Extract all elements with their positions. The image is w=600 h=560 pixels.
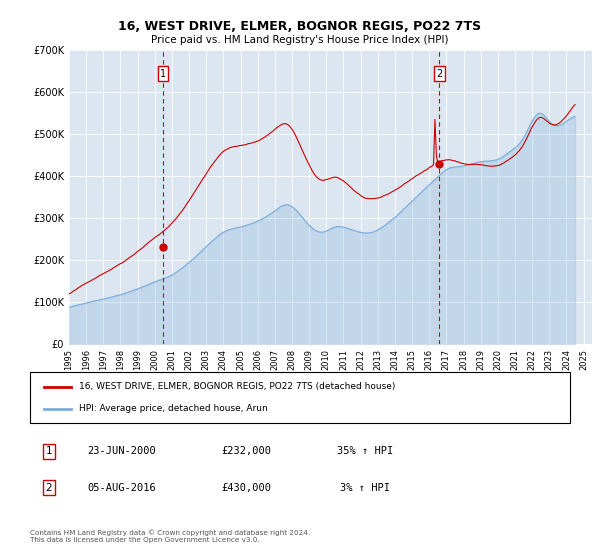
Text: 35% ↑ HPI: 35% ↑ HPI xyxy=(337,446,393,456)
Text: 2: 2 xyxy=(436,69,442,79)
Text: £430,000: £430,000 xyxy=(221,483,271,493)
Text: £232,000: £232,000 xyxy=(221,446,271,456)
Text: 16, WEST DRIVE, ELMER, BOGNOR REGIS, PO22 7TS: 16, WEST DRIVE, ELMER, BOGNOR REGIS, PO2… xyxy=(118,20,482,32)
Text: 05-AUG-2016: 05-AUG-2016 xyxy=(88,483,156,493)
FancyBboxPatch shape xyxy=(30,372,570,423)
Text: Contains HM Land Registry data © Crown copyright and database right 2024.
This d: Contains HM Land Registry data © Crown c… xyxy=(30,529,310,543)
Text: 16, WEST DRIVE, ELMER, BOGNOR REGIS, PO22 7TS (detached house): 16, WEST DRIVE, ELMER, BOGNOR REGIS, PO2… xyxy=(79,382,395,391)
Text: HPI: Average price, detached house, Arun: HPI: Average price, detached house, Arun xyxy=(79,404,268,413)
Text: 1: 1 xyxy=(160,69,166,79)
Text: 23-JUN-2000: 23-JUN-2000 xyxy=(88,446,156,456)
Text: Price paid vs. HM Land Registry's House Price Index (HPI): Price paid vs. HM Land Registry's House … xyxy=(151,35,449,45)
Text: 2: 2 xyxy=(46,483,52,493)
Text: 3% ↑ HPI: 3% ↑ HPI xyxy=(340,483,390,493)
Text: 1: 1 xyxy=(46,446,52,456)
